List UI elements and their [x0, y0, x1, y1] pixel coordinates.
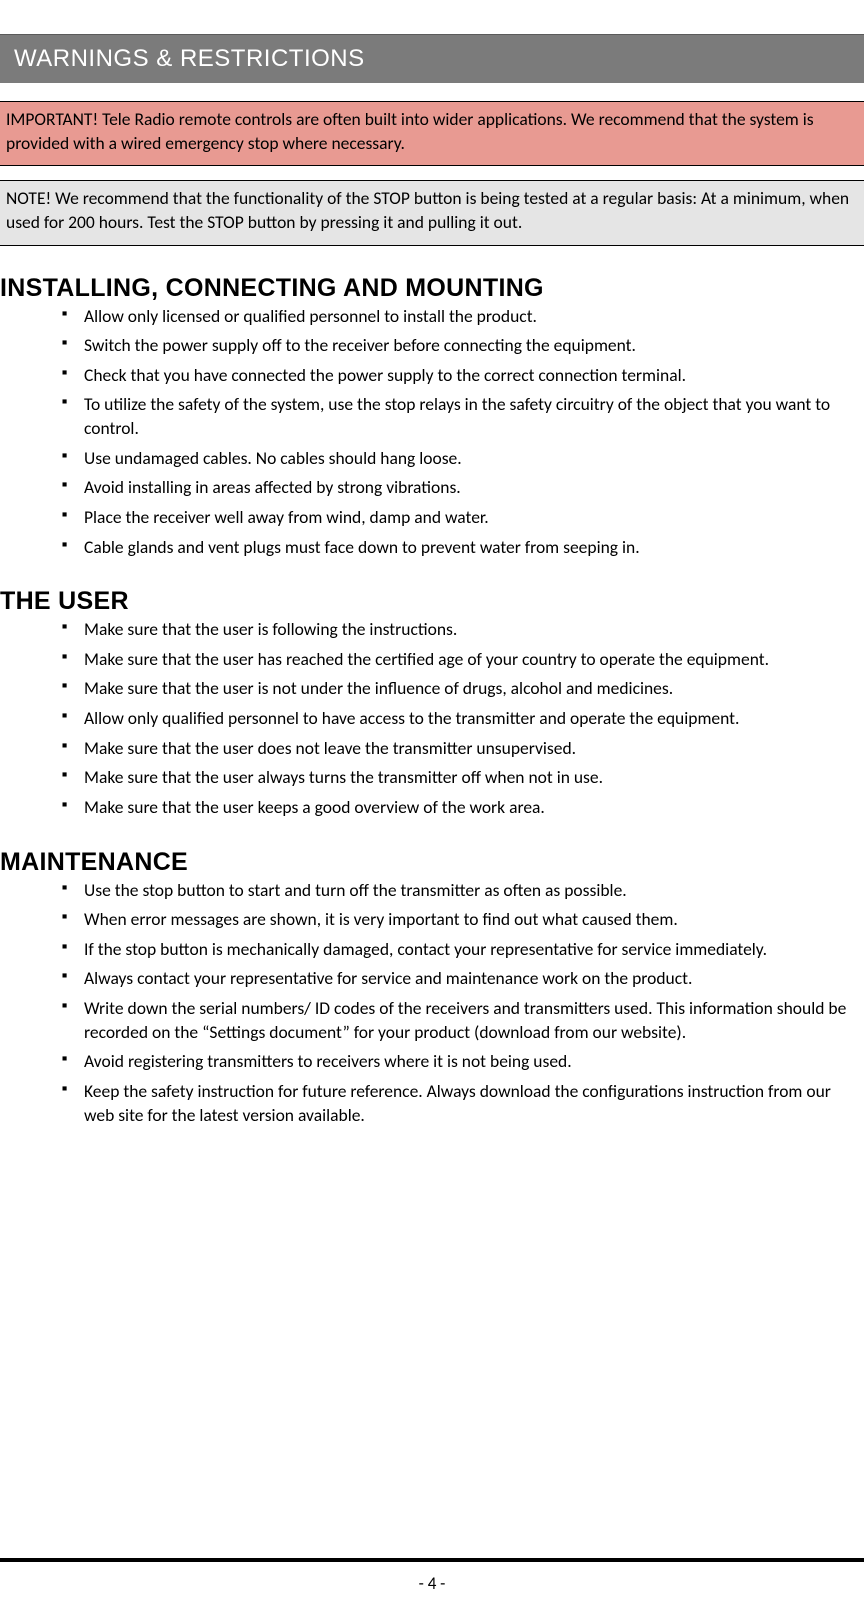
section-header-title: WARNINGS & RESTRICTIONS	[14, 45, 365, 72]
list-item: Avoid registering transmitters to receiv…	[84, 1050, 858, 1074]
footer-rule	[0, 1558, 864, 1562]
install-list: Allow only licensed or qualified personn…	[0, 305, 864, 560]
list-item: Allow only licensed or qualified personn…	[84, 305, 858, 329]
list-item: Make sure that the user is following the…	[84, 618, 858, 642]
list-item: Always contact your representative for s…	[84, 967, 858, 991]
list-item: Cable glands and vent plugs must face do…	[84, 536, 858, 560]
important-notice-text: IMPORTANT! Tele Radio remote controls ar…	[6, 108, 814, 154]
list-item: Check that you have connected the power …	[84, 364, 858, 388]
list-item: When error messages are shown, it is ver…	[84, 908, 858, 932]
section-header-band: WARNINGS & RESTRICTIONS	[0, 34, 864, 83]
list-item: Keep the safety instruction for future r…	[84, 1080, 858, 1127]
list-item: Allow only qualified personnel to have a…	[84, 707, 858, 731]
list-item: Use the stop button to start and turn of…	[84, 879, 858, 903]
heading-maintenance: MAINTENANCE	[0, 848, 864, 877]
note-notice-text: NOTE! We recommend that the functionalit…	[6, 187, 849, 233]
heading-user: THE USER	[0, 587, 864, 616]
list-item: Make sure that the user is not under the…	[84, 677, 858, 701]
maintenance-list: Use the stop button to start and turn of…	[0, 879, 864, 1128]
heading-installing: INSTALLING, CONNECTING AND MOUNTING	[0, 274, 864, 303]
note-notice: NOTE! We recommend that the functionalit…	[0, 180, 864, 245]
list-item: Place the receiver well away from wind, …	[84, 506, 858, 530]
list-item: To utilize the safety of the system, use…	[84, 393, 858, 440]
list-item: Write down the serial numbers/ ID codes …	[84, 997, 858, 1044]
list-item: Switch the power supply off to the recei…	[84, 334, 858, 358]
list-item: Make sure that the user always turns the…	[84, 766, 858, 790]
list-item: Make sure that the user keeps a good ove…	[84, 796, 858, 820]
page-number: - 4 -	[0, 1573, 864, 1594]
important-notice: IMPORTANT! Tele Radio remote controls ar…	[0, 101, 864, 166]
list-item: Use undamaged cables. No cables should h…	[84, 447, 858, 471]
user-list: Make sure that the user is following the…	[0, 618, 864, 819]
list-item: Avoid installing in areas affected by st…	[84, 476, 858, 500]
list-item: If the stop button is mechanically damag…	[84, 938, 858, 962]
list-item: Make sure that the user has reached the …	[84, 648, 858, 672]
document-page: WARNINGS & RESTRICTIONS IMPORTANT! Tele …	[0, 34, 864, 1193]
list-item: Make sure that the user does not leave t…	[84, 737, 858, 761]
